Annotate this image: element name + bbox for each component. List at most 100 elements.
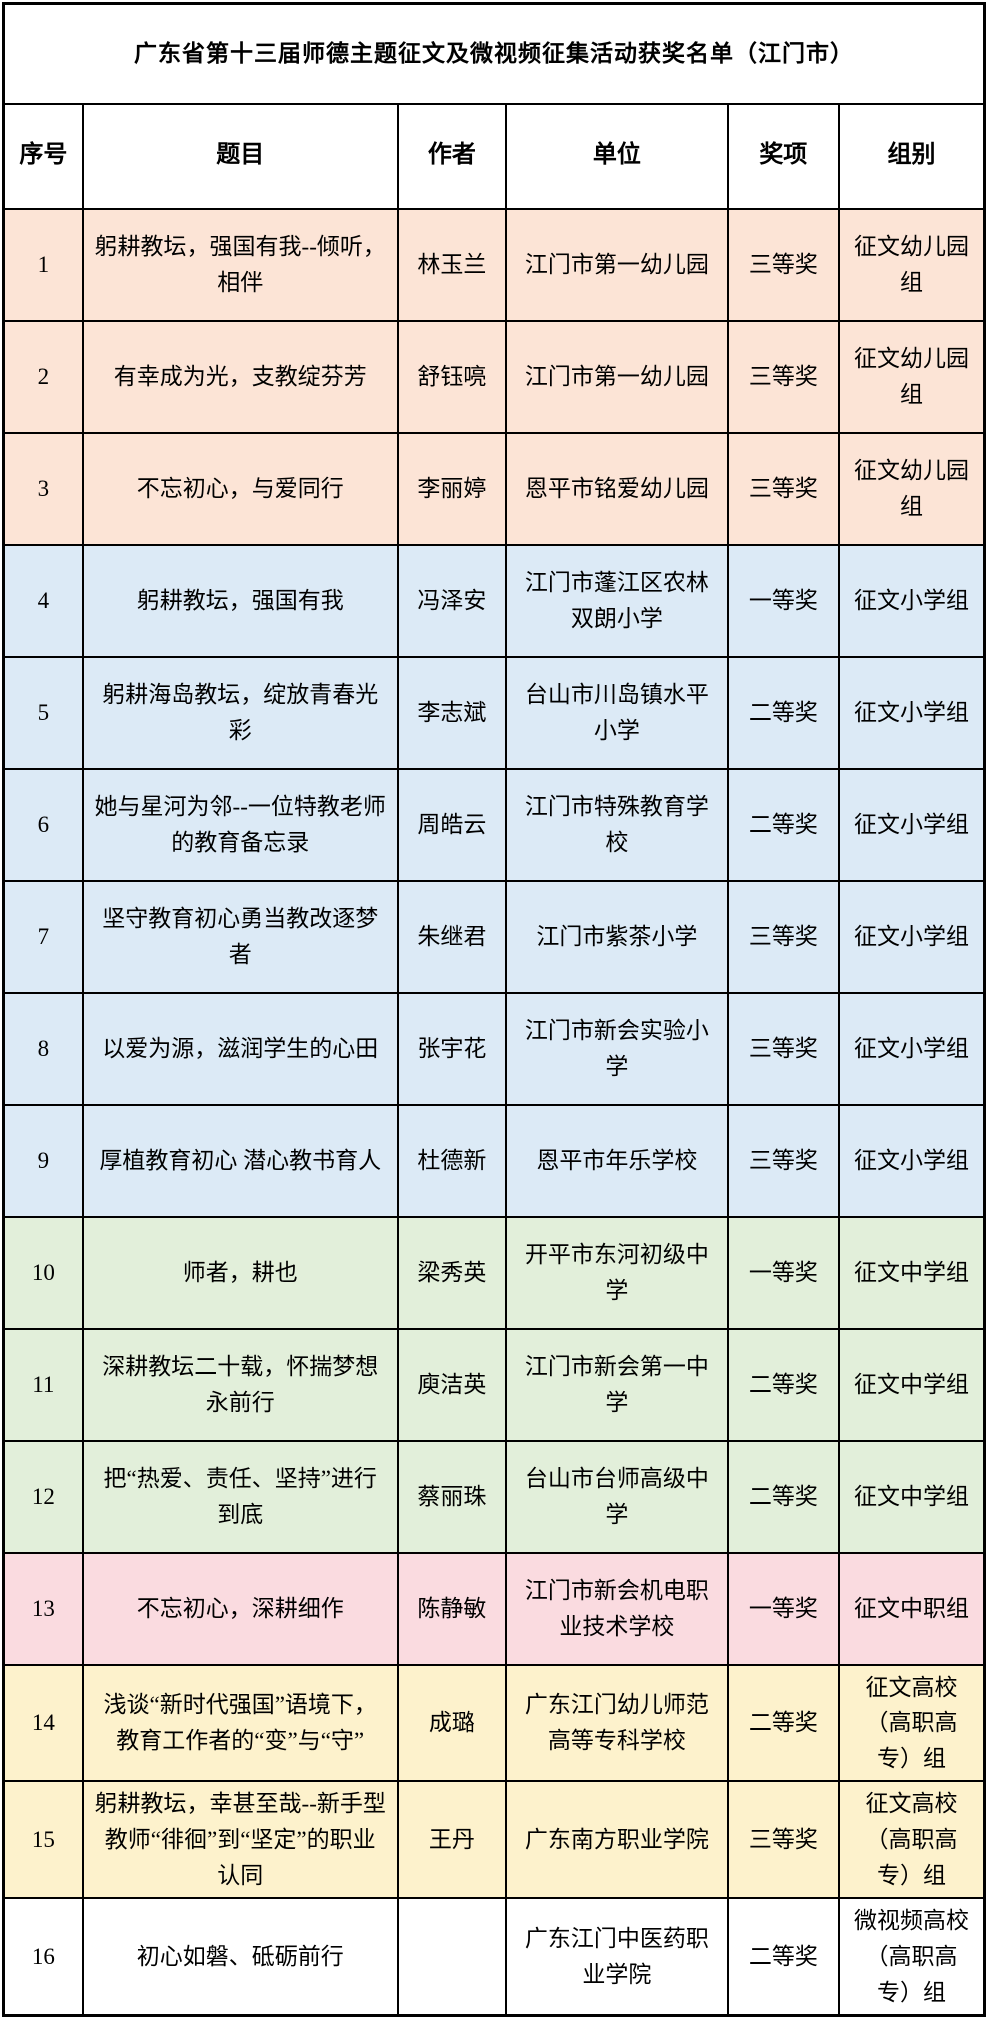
header-group: 组别	[837, 102, 986, 210]
header-author: 作者	[396, 102, 508, 210]
table-row: 7 坚守教育初心勇当教改逐梦者 朱继君 江门市紫茶小学 三等奖 征文小学组	[2, 879, 986, 994]
cell-author: 张宇花	[396, 991, 508, 1106]
table-row: 4 躬耕教坛，强国有我 冯泽安 江门市蓬江区农林双朗小学 一等奖 征文小学组	[2, 543, 986, 658]
cell-author: 冯泽安	[396, 543, 508, 658]
cell-unit: 恩平市年乐学校	[505, 1103, 729, 1218]
cell-group: 征文高校（高职高专）组	[837, 1663, 986, 1783]
cell-no: 13	[2, 1551, 84, 1666]
cell-no: 2	[2, 319, 84, 434]
table-row: 8 以爱为源，滋润学生的心田 张宇花 江门市新会实验小学 三等奖 征文小学组	[2, 991, 986, 1106]
cell-unit: 台山市川岛镇水平小学	[505, 655, 729, 770]
cell-group: 征文幼儿园组	[837, 319, 986, 434]
header-no: 序号	[2, 102, 84, 210]
cell-no: 1	[2, 207, 84, 322]
cell-award: 二等奖	[726, 1897, 840, 2017]
cell-author: 蔡丽珠	[396, 1439, 508, 1554]
cell-author	[396, 1897, 508, 2017]
cell-no: 3	[2, 431, 84, 546]
cell-title: 她与星河为邻--一位特教老师的教育备忘录	[81, 767, 399, 882]
cell-author: 李志斌	[396, 655, 508, 770]
table-row: 11 深耕教坛二十载，怀揣梦想永前行 庾洁英 江门市新会第一中学 二等奖 征文中…	[2, 1327, 986, 1442]
table-row: 14 浅谈“新时代强国”语境下，教育工作者的“变”与“守” 成璐 广东江门幼儿师…	[2, 1663, 986, 1783]
cell-title: 把“热爱、责任、坚持”进行到底	[81, 1439, 399, 1554]
cell-title: 厚植教育初心 潜心教书育人	[81, 1103, 399, 1218]
cell-title: 深耕教坛二十载，怀揣梦想永前行	[81, 1327, 399, 1442]
table-row: 6 她与星河为邻--一位特教老师的教育备忘录 周皓云 江门市特殊教育学校 二等奖…	[2, 767, 986, 882]
page-title: 广东省第十三届师德主题征文及微视频征集活动获奖名单（江门市）	[2, 2, 986, 105]
cell-unit: 江门市第一幼儿园	[505, 207, 729, 322]
cell-title: 初心如磐、砥砺前行	[81, 1897, 399, 2017]
cell-author: 王丹	[396, 1780, 508, 1900]
cell-no: 16	[2, 1897, 84, 2017]
cell-unit: 恩平市铭爱幼儿园	[505, 431, 729, 546]
table-row: 1 躬耕教坛，强国有我--倾听，相伴 林玉兰 江门市第一幼儿园 三等奖 征文幼儿…	[2, 207, 986, 322]
table-row: 5 躬耕海岛教坛，绽放青春光彩 李志斌 台山市川岛镇水平小学 二等奖 征文小学组	[2, 655, 986, 770]
cell-title: 躬耕教坛，强国有我--倾听，相伴	[81, 207, 399, 322]
cell-group: 征文中学组	[837, 1439, 986, 1554]
cell-no: 12	[2, 1439, 84, 1554]
cell-award: 一等奖	[726, 543, 840, 658]
cell-no: 9	[2, 1103, 84, 1218]
cell-unit: 江门市第一幼儿园	[505, 319, 729, 434]
header-unit: 单位	[505, 102, 729, 210]
cell-group: 征文小学组	[837, 991, 986, 1106]
cell-group: 征文小学组	[837, 543, 986, 658]
cell-group: 征文中学组	[837, 1215, 986, 1330]
cell-award: 三等奖	[726, 319, 840, 434]
cell-no: 10	[2, 1215, 84, 1330]
header-award: 奖项	[726, 102, 840, 210]
cell-title: 躬耕教坛，强国有我	[81, 543, 399, 658]
cell-title: 浅谈“新时代强国”语境下，教育工作者的“变”与“守”	[81, 1663, 399, 1783]
cell-award: 三等奖	[726, 879, 840, 994]
cell-title: 不忘初心，深耕细作	[81, 1551, 399, 1666]
cell-no: 5	[2, 655, 84, 770]
cell-unit: 广东南方职业学院	[505, 1780, 729, 1900]
cell-group: 征文中职组	[837, 1551, 986, 1666]
cell-unit: 江门市紫茶小学	[505, 879, 729, 994]
cell-award: 三等奖	[726, 431, 840, 546]
table-row: 10 师者，耕也 梁秀英 开平市东河初级中学 一等奖 征文中学组	[2, 1215, 986, 1330]
cell-award: 二等奖	[726, 655, 840, 770]
cell-title: 躬耕教坛，幸甚至哉--新手型教师“徘徊”到“坚定”的职业认同	[81, 1780, 399, 1900]
cell-no: 11	[2, 1327, 84, 1442]
table-row: 13 不忘初心，深耕细作 陈静敏 江门市新会机电职业技术学校 一等奖 征文中职组	[2, 1551, 986, 1666]
cell-no: 4	[2, 543, 84, 658]
cell-no: 7	[2, 879, 84, 994]
cell-unit: 江门市新会第一中学	[505, 1327, 729, 1442]
cell-title: 躬耕海岛教坛，绽放青春光彩	[81, 655, 399, 770]
cell-unit: 江门市特殊教育学校	[505, 767, 729, 882]
table-row: 15 躬耕教坛，幸甚至哉--新手型教师“徘徊”到“坚定”的职业认同 王丹 广东南…	[2, 1780, 986, 1900]
cell-unit: 广东江门中医药职业学院	[505, 1897, 729, 2017]
cell-author: 舒钰喨	[396, 319, 508, 434]
table-row: 2 有幸成为光，支教绽芬芳 舒钰喨 江门市第一幼儿园 三等奖 征文幼儿园组	[2, 319, 986, 434]
cell-group: 征文小学组	[837, 1103, 986, 1218]
cell-author: 周皓云	[396, 767, 508, 882]
cell-no: 15	[2, 1780, 84, 1900]
header-title: 题目	[81, 102, 399, 210]
cell-author: 朱继君	[396, 879, 508, 994]
cell-group: 征文幼儿园组	[837, 431, 986, 546]
cell-unit: 台山市台师高级中学	[505, 1439, 729, 1554]
cell-group: 征文高校（高职高专）组	[837, 1780, 986, 1900]
cell-author: 陈静敏	[396, 1551, 508, 1666]
cell-title: 有幸成为光，支教绽芬芳	[81, 319, 399, 434]
cell-author: 梁秀英	[396, 1215, 508, 1330]
cell-unit: 江门市新会实验小学	[505, 991, 729, 1106]
cell-title: 坚守教育初心勇当教改逐梦者	[81, 879, 399, 994]
header-row: 序号 题目 作者 单位 奖项 组别	[2, 102, 986, 210]
cell-award: 一等奖	[726, 1215, 840, 1330]
cell-group: 征文小学组	[837, 879, 986, 994]
cell-award: 二等奖	[726, 767, 840, 882]
cell-no: 6	[2, 767, 84, 882]
cell-award: 一等奖	[726, 1551, 840, 1666]
cell-group: 征文小学组	[837, 767, 986, 882]
cell-award: 二等奖	[726, 1439, 840, 1554]
table-row: 12 把“热爱、责任、坚持”进行到底 蔡丽珠 台山市台师高级中学 二等奖 征文中…	[2, 1439, 986, 1554]
cell-award: 二等奖	[726, 1663, 840, 1783]
cell-unit: 江门市蓬江区农林双朗小学	[505, 543, 729, 658]
cell-author: 李丽婷	[396, 431, 508, 546]
cell-no: 8	[2, 991, 84, 1106]
cell-unit: 广东江门幼儿师范高等专科学校	[505, 1663, 729, 1783]
cell-award: 三等奖	[726, 1103, 840, 1218]
